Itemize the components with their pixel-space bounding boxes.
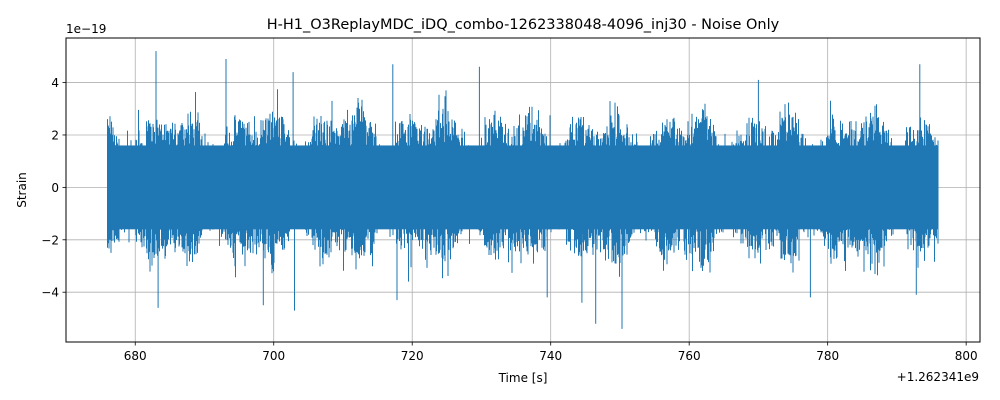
y-tick-label: 0 <box>51 181 59 195</box>
strain-series <box>107 51 939 329</box>
x-axis-label: Time [s] <box>498 371 548 385</box>
x-tick-label: 720 <box>401 349 424 363</box>
y-scale-label: 1e−19 <box>66 22 106 36</box>
x-tick-label: 680 <box>124 349 147 363</box>
x-tick-label: 760 <box>678 349 701 363</box>
y-tick-label: −2 <box>41 233 59 247</box>
y-axis-ticks: −4 −2 0 2 4 <box>41 76 66 300</box>
x-tick-label: 700 <box>262 349 285 363</box>
y-axis-label: Strain <box>15 172 29 208</box>
x-tick-label: 780 <box>816 349 839 363</box>
y-tick-label: −4 <box>41 286 59 300</box>
strain-trace-core <box>107 145 939 230</box>
x-axis-ticks: 680 700 720 740 760 780 800 <box>124 342 978 363</box>
chart-title: H-H1_O3ReplayMDC_iDQ_combo-1262338048-40… <box>267 17 780 33</box>
plot-frame <box>65 37 981 343</box>
x-tick-label: 800 <box>955 349 978 363</box>
y-tick-label: 4 <box>51 76 59 90</box>
x-offset-label: +1.262341e9 <box>897 370 979 384</box>
x-tick-label: 740 <box>539 349 562 363</box>
y-tick-label: 2 <box>51 128 59 142</box>
